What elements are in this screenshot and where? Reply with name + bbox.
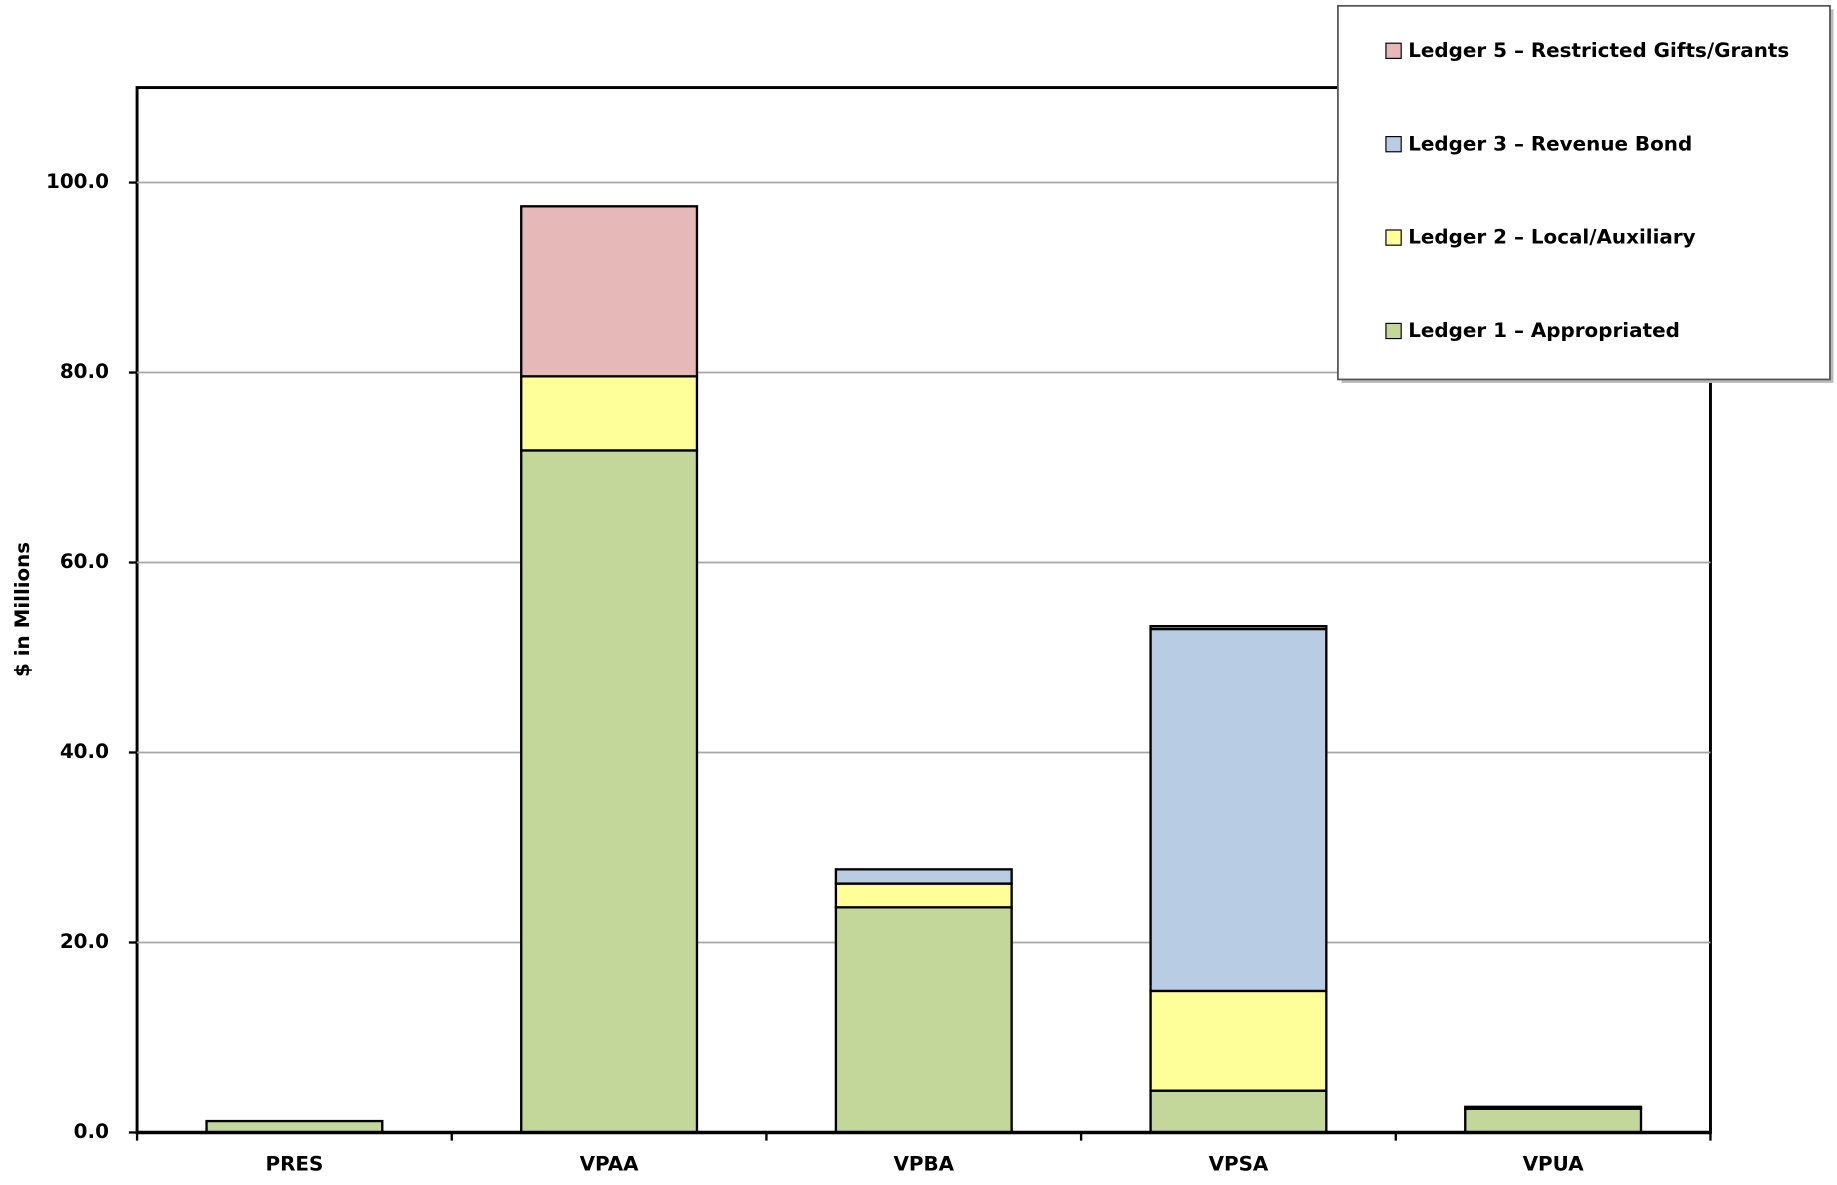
legend-swatch: [1385, 136, 1402, 153]
x-tick-label: VPUA: [1523, 1153, 1585, 1176]
legend: Ledger 5 – Restricted Gifts/Grants Ledger…: [1337, 4, 1834, 383]
bar-segment: [1149, 989, 1328, 1092]
y-tick-label: 100.0: [46, 170, 109, 193]
legend-swatch: [1385, 42, 1402, 59]
bar-segment: [834, 868, 1013, 885]
legend-label: Ledger 5 – Restricted Gifts/Grants: [1408, 39, 1789, 62]
legend-box: [1337, 4, 1831, 381]
bar-segment: [520, 375, 699, 452]
y-tick-label: 20.0: [60, 930, 109, 953]
y-tick-label: 80.0: [60, 360, 109, 383]
legend-label: Ledger 1 – Appropriated: [1408, 319, 1680, 342]
bar-segment: [520, 205, 699, 378]
legend-swatch: [1385, 229, 1402, 246]
bar-segment: [1149, 627, 1328, 993]
bar-segment: [834, 882, 1013, 909]
bar-segment: [1464, 1107, 1643, 1134]
legend-label: Ledger 2 – Local/Auxiliary: [1408, 226, 1695, 249]
bar-segment: [1464, 1105, 1643, 1110]
legend-swatch: [1385, 322, 1402, 340]
y-tick-label: 60.0: [60, 550, 109, 573]
legend-label: Ledger 3 – Revenue Bond: [1408, 132, 1692, 155]
bar-segment: [520, 449, 699, 1134]
x-tick-label: PRES: [265, 1153, 323, 1176]
bar-segment: [834, 906, 1013, 1134]
x-tick-label: VPSA: [1209, 1153, 1269, 1176]
y-axis-label: $ in Millions: [11, 542, 34, 677]
x-tick-label: VPBA: [893, 1153, 954, 1176]
x-tick-label: VPAA: [580, 1153, 640, 1176]
bar-segment: [1149, 1089, 1328, 1134]
y-tick-label: 40.0: [60, 740, 109, 763]
y-tick-label: 0.0: [74, 1120, 109, 1143]
bar-segment: [1149, 624, 1328, 631]
